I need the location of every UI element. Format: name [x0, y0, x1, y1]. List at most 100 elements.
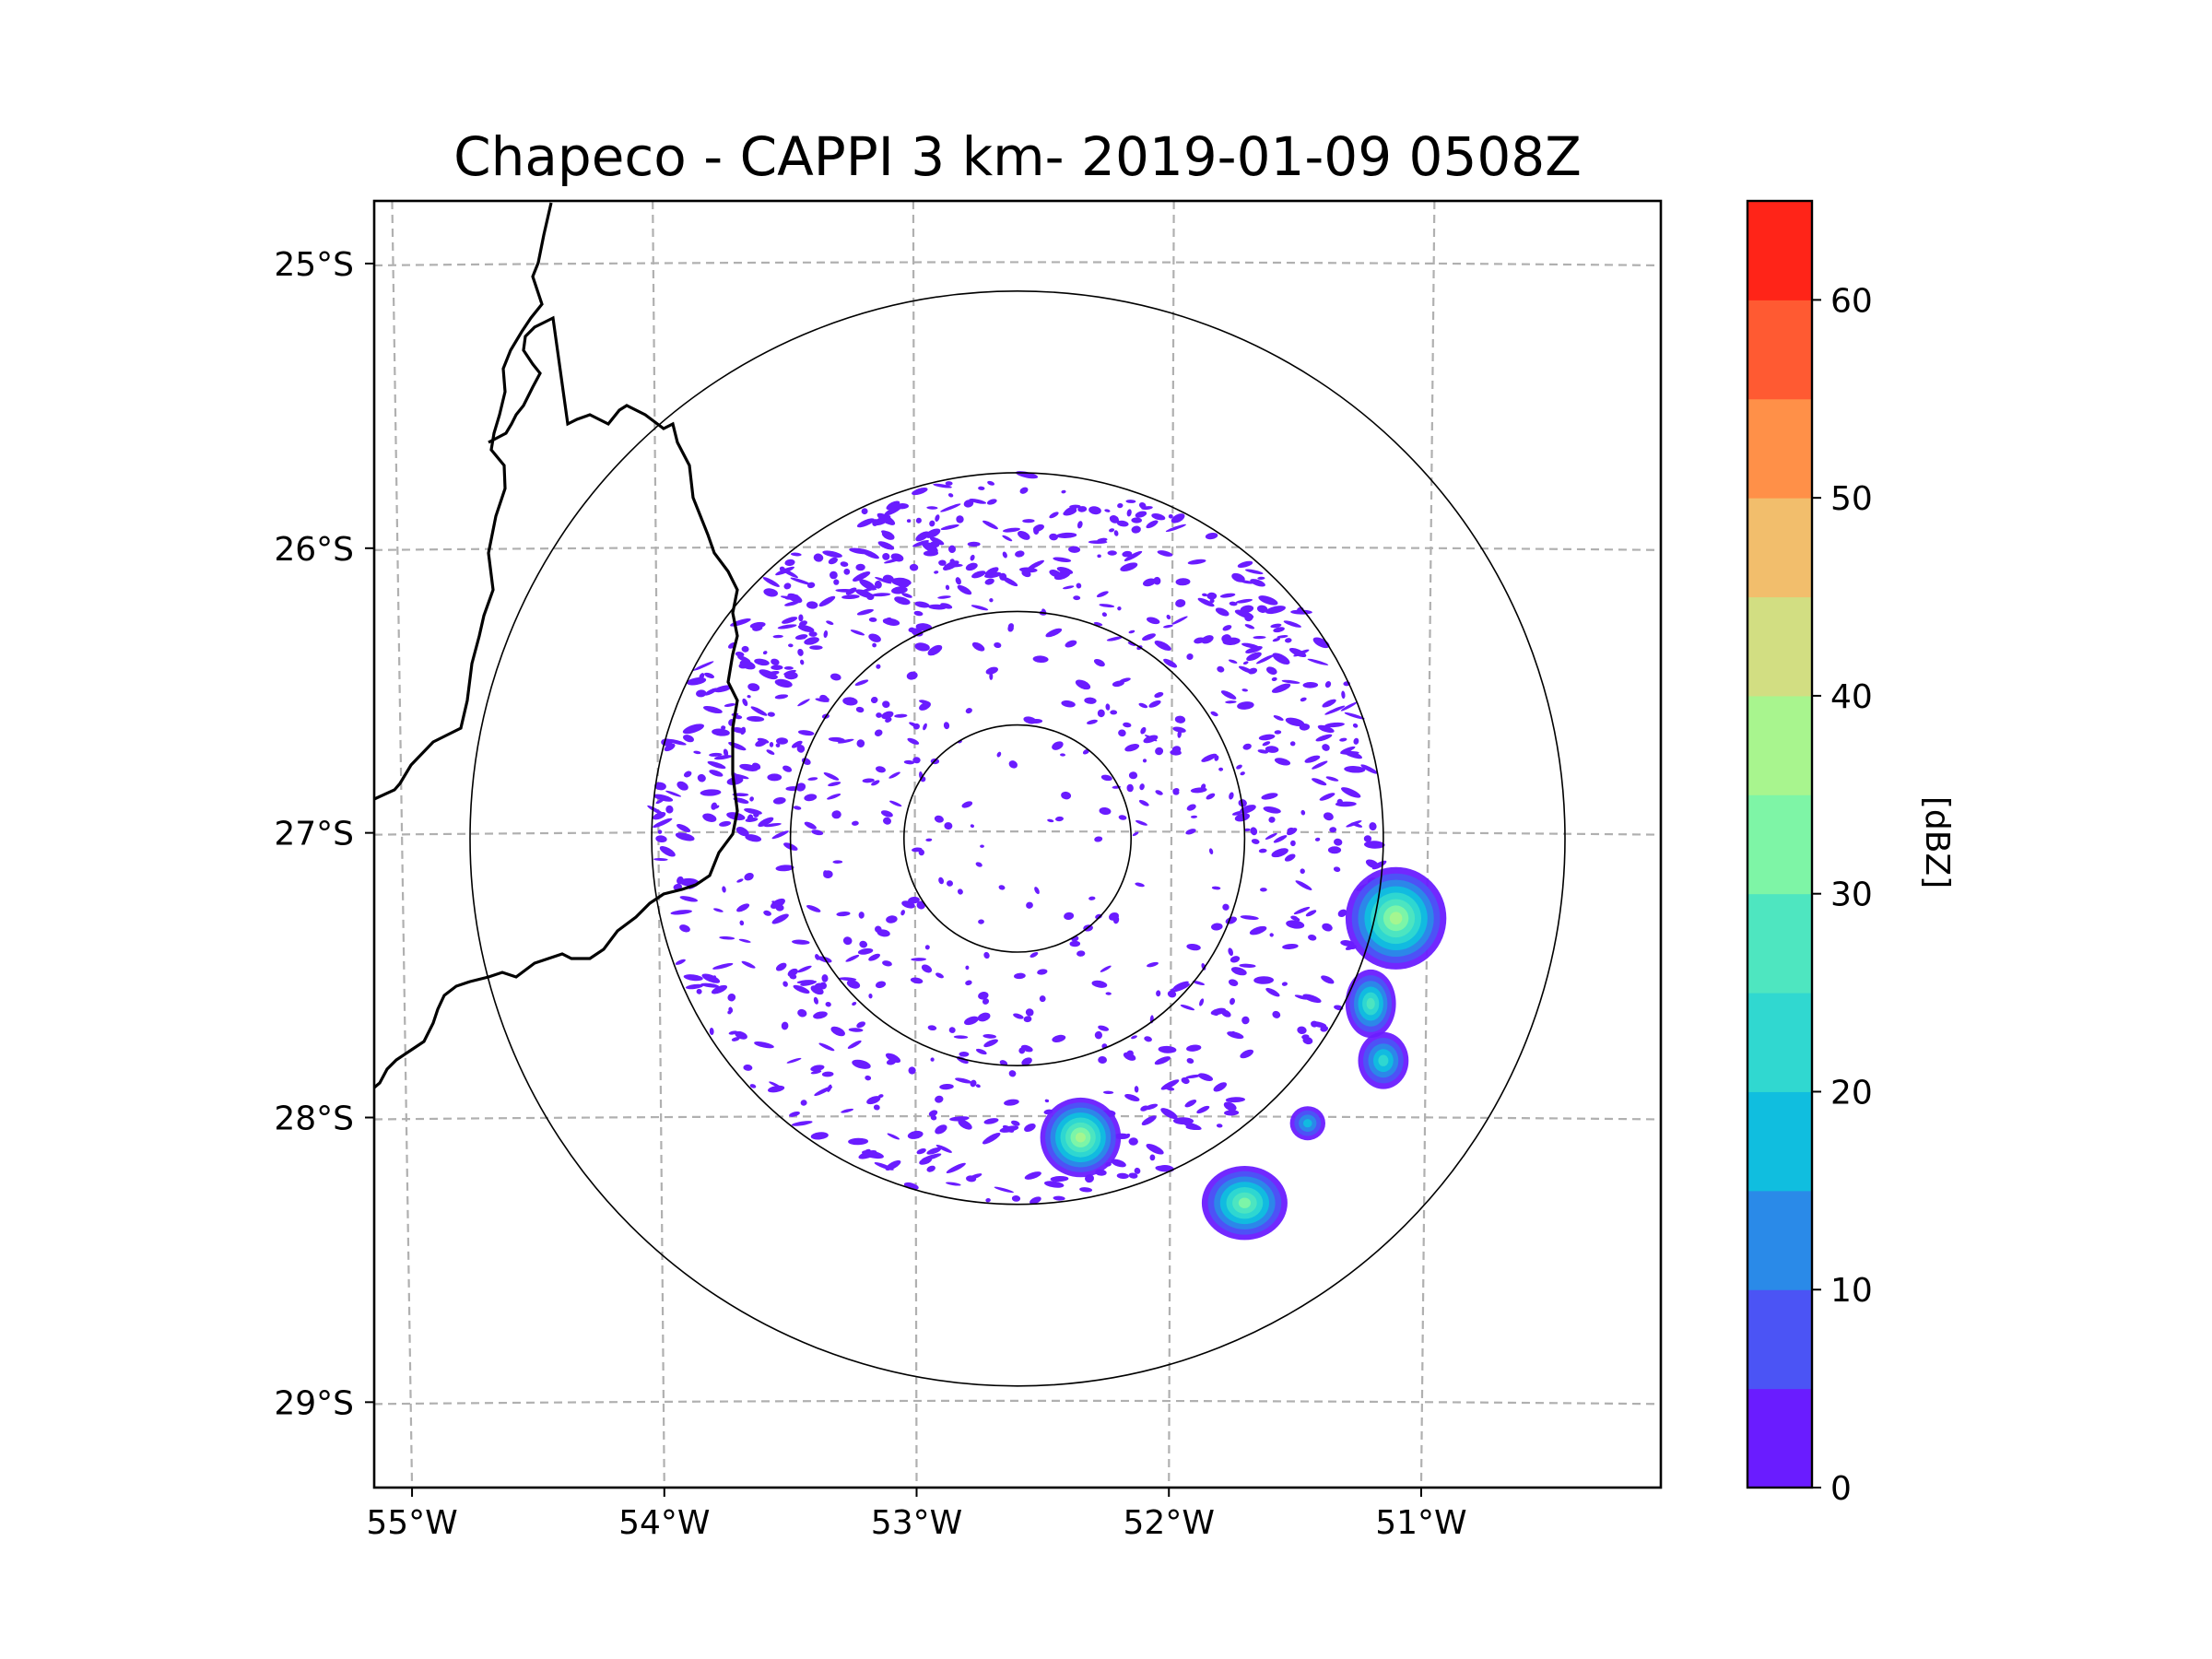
clutter-speckle [1312, 778, 1327, 786]
clutter-speckle [677, 781, 688, 791]
clutter-speckle [1093, 658, 1105, 667]
clutter-speckle [791, 740, 803, 748]
clutter-speckle [806, 582, 816, 589]
clutter-speckle [939, 1083, 954, 1090]
clutter-speckle [1220, 1009, 1231, 1018]
clutter-speckle [793, 806, 802, 810]
clutter-speckle [1312, 637, 1330, 649]
clutter-speckle [763, 910, 771, 916]
clutter-speckle [828, 736, 845, 742]
clutter-speckle [1033, 526, 1040, 535]
clutter-speckle [739, 763, 759, 771]
clutter-speckle [1255, 654, 1275, 665]
clutter-speckle [882, 960, 892, 967]
clutter-speckle [862, 1150, 884, 1159]
colorbar-segment [1747, 1388, 1812, 1488]
clutter-speckle [924, 945, 930, 950]
clutter-speckle [789, 1111, 800, 1117]
clutter-speckle [752, 625, 763, 631]
clutter-speckle [1297, 1026, 1307, 1035]
clutter-speckle [750, 706, 768, 716]
clutter-speckle [700, 789, 722, 796]
clutter-speckle [970, 554, 975, 561]
clutter-speckle [679, 896, 698, 902]
clutter-speckle [783, 582, 792, 590]
clutter-speckle [872, 519, 879, 526]
colorbar-tick-label: 0 [1830, 1470, 1852, 1508]
clutter-speckle [1123, 1052, 1136, 1061]
y-tick-label: 27°S [274, 816, 354, 853]
echo-contour [1378, 1054, 1389, 1066]
clutter-speckle [957, 888, 963, 895]
clutter-speckle [1055, 532, 1077, 538]
clutter-speckle [856, 608, 874, 616]
clutter-speckle [1266, 666, 1277, 676]
clutter-speckle [1333, 866, 1341, 873]
echo-contour [1238, 1197, 1251, 1208]
clutter-speckle [1007, 623, 1014, 629]
clutter-speckle [1234, 813, 1251, 822]
clutter-speckle [874, 729, 883, 736]
clutter-speckle [943, 722, 950, 730]
clutter-speckle [1131, 517, 1142, 524]
clutter-speckle [739, 920, 745, 926]
clutter-speckle [1154, 1056, 1171, 1065]
clutter-speckle [1289, 840, 1296, 847]
clutter-speckle [1087, 719, 1098, 724]
clutter-speckle [970, 824, 974, 829]
clutter-speckle [996, 751, 1002, 758]
clutter-speckle [868, 994, 873, 999]
clutter-speckle [654, 782, 666, 791]
clutter-speckle [1186, 653, 1194, 660]
clutter-speckle [1209, 598, 1215, 604]
clutter-speckle [1201, 635, 1214, 644]
clutter-speckle [1246, 652, 1262, 662]
clutter-speckle [978, 992, 989, 1000]
clutter-speckle [1049, 533, 1058, 541]
clutter-speckle [696, 988, 702, 994]
graticule [374, 201, 1661, 1488]
clutter-speckle [915, 517, 922, 524]
clutter-speckle [983, 1118, 999, 1124]
clutter-speckle [1241, 1016, 1250, 1025]
clutter-speckle [797, 648, 804, 656]
clutter-speckle [1097, 554, 1101, 559]
clutter-speckle [1186, 804, 1196, 811]
clutter-speckle [882, 700, 890, 709]
clutter-speckle [1139, 783, 1145, 791]
clutter-speckle [843, 568, 851, 575]
clutter-speckle [1261, 793, 1278, 800]
clutter-speckle [854, 679, 869, 686]
clutter-speckle [866, 1096, 881, 1105]
clutter-speckle [741, 645, 749, 653]
clutter-speckle [880, 810, 893, 818]
clutter-speckle [1098, 1055, 1107, 1065]
clutter-speckle [1277, 635, 1288, 639]
clutter-speckle [1286, 920, 1305, 929]
clutter-speckle [919, 701, 931, 711]
clutter-speckle [965, 562, 978, 571]
clutter-speckle [852, 1059, 871, 1069]
clutter-speckle [1344, 766, 1366, 773]
clutter-speckle [833, 579, 840, 585]
clutter-speckle [1342, 749, 1362, 759]
clutter-speckle [938, 559, 947, 566]
clutter-speckle [1165, 524, 1186, 533]
clutter-speckle [754, 1041, 774, 1049]
clutter-speckle [1113, 530, 1119, 536]
clutter-speckle [1322, 923, 1333, 932]
clutter-speckle [873, 1104, 880, 1111]
clutter-speckle [1063, 585, 1075, 590]
clutter-speckle [922, 541, 938, 553]
clutter-speckle [683, 974, 703, 982]
clutter-speckle [886, 915, 898, 924]
clutter-speckle [914, 642, 930, 652]
clutter-speckle [1186, 943, 1201, 951]
clutter-speckle [772, 634, 783, 639]
clutter-speckle [828, 782, 841, 787]
clutter-speckle [1149, 1154, 1156, 1161]
clutter-speckle [1125, 500, 1136, 503]
clutter-speckle [1010, 1120, 1020, 1126]
clutter-speckle [1013, 1013, 1024, 1019]
clutter-speckle [956, 515, 964, 524]
